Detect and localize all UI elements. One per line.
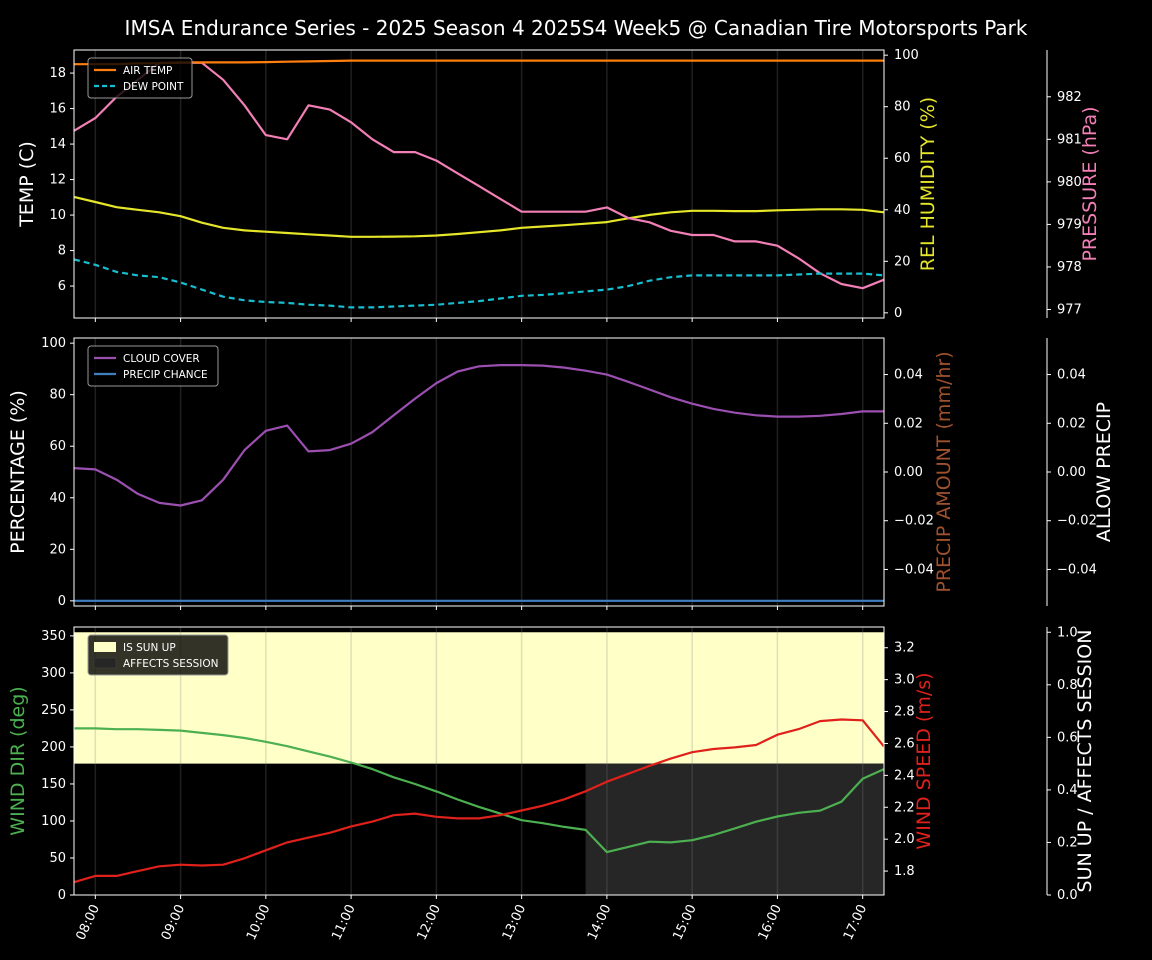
percentage-tick-label: 80 xyxy=(49,388,66,403)
wind-speed-tick-label: 2.2 xyxy=(894,800,915,815)
humidity-line xyxy=(73,195,885,238)
sun-affects-tick-label: 1.0 xyxy=(1057,625,1078,640)
wind-speed-tick-label: 2.0 xyxy=(894,832,915,847)
wind-speed-tick-label: 3.0 xyxy=(894,673,915,688)
temp-tick-label: 18 xyxy=(49,66,66,81)
temp-panel-frame xyxy=(73,49,885,319)
precip-amount-tick-label: −0.04 xyxy=(894,562,934,577)
sun-affects-tick-label: 0.8 xyxy=(1057,678,1078,693)
allow-precip-tick-label: 0.04 xyxy=(1057,368,1086,383)
wind-panel-legend-label: AFFECTS SESSION xyxy=(123,658,219,670)
temp-tick-label: 12 xyxy=(49,173,66,188)
chart-title: IMSA Endurance Series - 2025 Season 4 20… xyxy=(125,16,1028,40)
humidity-tick-label: 100 xyxy=(894,48,919,63)
cloud-panel-legend-label: CLOUD COVER xyxy=(123,353,200,365)
temp-panel-legend-box xyxy=(87,57,193,99)
air-temp-line xyxy=(74,59,884,66)
wind-speed-axis-label: WIND SPEED (m/s) xyxy=(913,672,935,849)
sun-affects-axis-label: SUN UP / AFFECTS SESSION xyxy=(1074,630,1096,893)
temp-tick-label: 6 xyxy=(58,279,66,294)
wind-dir-tick-label: 350 xyxy=(41,629,66,644)
pressure-tick-label: 978 xyxy=(1057,260,1082,275)
dew-point-line xyxy=(73,258,885,309)
allow-precip-tick-label: 0.00 xyxy=(1057,465,1086,480)
temp-tick-label: 14 xyxy=(49,137,66,152)
humidity-tick-label: 20 xyxy=(894,254,911,269)
pressure-axis-label: PRESSURE (hPa) xyxy=(1079,106,1101,261)
humidity-axis-label: REL HUMIDITY (%) xyxy=(917,97,939,271)
pressure-tick-label: 981 xyxy=(1057,132,1082,147)
temp-panel-legend-label: AIR TEMP xyxy=(123,65,172,77)
wind-panel-legend-box xyxy=(87,634,229,676)
wind-speed-tick-label: 2.8 xyxy=(894,705,915,720)
wind-dir-tick-label: 150 xyxy=(41,777,66,792)
humidity-tick-label: 0 xyxy=(894,306,902,321)
sun-affects-tick-label: 0.2 xyxy=(1057,835,1078,850)
allow-precip-axis-label: ALLOW PRECIP xyxy=(1093,402,1115,542)
sun-affects-tick-label: 0.4 xyxy=(1057,783,1078,798)
temp-panel-legend-label: DEW POINT xyxy=(123,81,184,93)
pressure-tick-label: 980 xyxy=(1057,175,1082,190)
precip-amount-tick-label: −0.02 xyxy=(894,514,934,529)
wind-dir-tick-label: 250 xyxy=(41,703,66,718)
pressure-tick-label: 977 xyxy=(1057,302,1082,317)
humidity-tick-label: 60 xyxy=(894,151,911,166)
humidity-tick-label: 40 xyxy=(894,203,911,218)
sun-affects-tick-label: 0.6 xyxy=(1057,730,1078,745)
temp-axis-label: TEMP (C) xyxy=(16,141,38,228)
percentage-tick-label: 0 xyxy=(58,594,66,609)
wind-speed-tick-label: 2.6 xyxy=(894,736,915,751)
percentage-tick-label: 20 xyxy=(49,542,66,557)
allow-precip-tick-label: −0.02 xyxy=(1057,514,1097,529)
precip-amount-tick-label: 0.04 xyxy=(894,368,923,383)
percentage-tick-label: 100 xyxy=(41,336,66,351)
precip-amount-tick-label: 0.02 xyxy=(894,416,923,431)
temp-tick-label: 8 xyxy=(58,244,66,259)
precip-amount-axis-label: PRECIP AMOUNT (mm/hr) xyxy=(933,351,955,592)
cloud-panel-legend-box xyxy=(87,345,219,387)
humidity-tick-label: 80 xyxy=(894,100,911,115)
allow-precip-tick-label: 0.02 xyxy=(1057,416,1086,431)
wind-dir-line xyxy=(74,727,885,854)
cloud-panel-legend-label: PRECIP CHANCE xyxy=(123,369,208,381)
percentage-tick-label: 60 xyxy=(49,439,66,454)
wind-dir-tick-label: 100 xyxy=(41,814,66,829)
wind-speed-tick-label: 1.8 xyxy=(894,864,915,879)
sun-affects-tick-label: 0.0 xyxy=(1057,888,1078,903)
wind-speed-tick-label: 2.4 xyxy=(894,768,915,783)
pressure-tick-label: 979 xyxy=(1057,217,1082,232)
wind-speed-line xyxy=(73,718,885,884)
temp-tick-label: 10 xyxy=(49,208,66,223)
wind-panel-legend-swatch xyxy=(93,657,117,669)
wind-dir-tick-label: 0 xyxy=(58,888,66,903)
wind-dir-axis-label: WIND DIR (deg) xyxy=(7,686,29,835)
wind-panel-legend-swatch xyxy=(94,642,116,652)
allow-precip-tick-label: −0.04 xyxy=(1057,562,1097,577)
pressure-tick-label: 982 xyxy=(1057,90,1082,105)
wind-dir-tick-label: 200 xyxy=(41,740,66,755)
cloud-cover-line xyxy=(73,364,884,507)
percentage-tick-label: 40 xyxy=(49,491,66,506)
wind-panel-frame xyxy=(73,626,885,896)
precip-amount-tick-label: 0.00 xyxy=(894,465,923,480)
wind-dir-tick-label: 50 xyxy=(49,851,66,866)
wind-dir-tick-label: 300 xyxy=(41,666,66,681)
wind-panel-legend-label: IS SUN UP xyxy=(123,642,176,654)
temp-tick-label: 16 xyxy=(49,102,66,117)
wind-speed-tick-label: 3.2 xyxy=(894,641,915,656)
percentage-axis-label: PERCENTAGE (%) xyxy=(7,390,29,554)
pressure-line xyxy=(73,61,885,290)
